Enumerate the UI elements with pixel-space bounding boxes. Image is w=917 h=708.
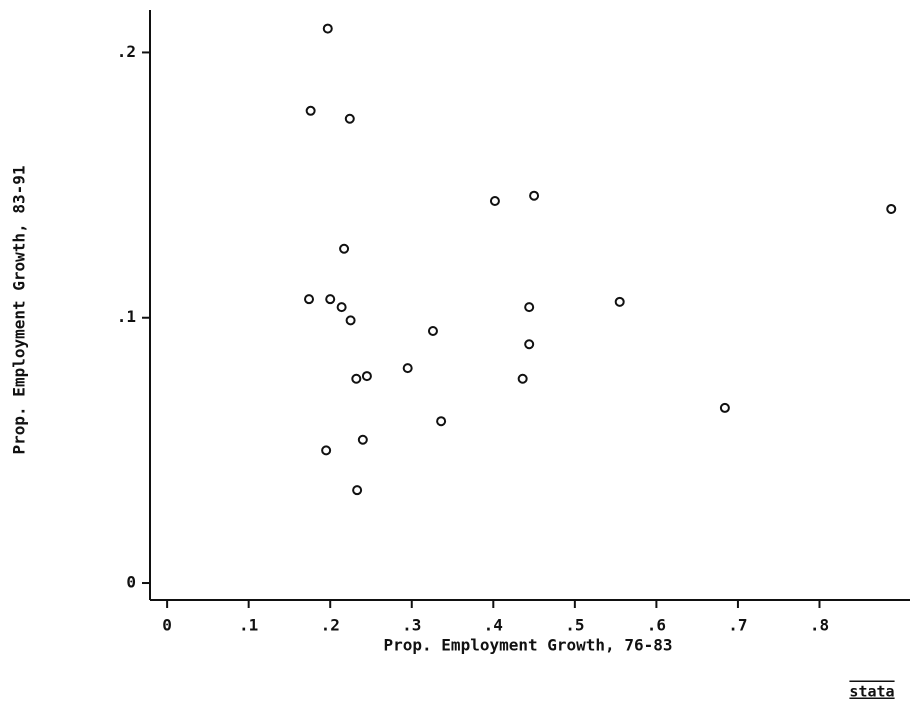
point [886, 203, 897, 214]
point [402, 363, 413, 374]
point [345, 315, 356, 326]
x-tick-label: .5 [565, 616, 584, 635]
x-tick-label: .6 [647, 616, 666, 635]
x-tick-label: .8 [810, 616, 829, 635]
point [529, 190, 540, 201]
x-tick-label: .3 [402, 616, 421, 635]
x-axis-label: Prop. Employment Growth, 76-83 [384, 636, 673, 655]
point [524, 302, 535, 313]
x-tick-label: .2 [321, 616, 340, 635]
point [352, 485, 363, 496]
x-tick-label: .4 [484, 616, 503, 635]
y-axis-label: Prop. Employment Growth, 83-91 [10, 166, 29, 455]
point [325, 294, 336, 305]
x-tick-label: .1 [239, 616, 258, 635]
x-tick-label: 0 [162, 616, 172, 635]
point [719, 402, 730, 413]
point [517, 373, 528, 384]
x-tick-label: .7 [728, 616, 747, 635]
point [357, 434, 368, 445]
y-tick-label: 0 [126, 573, 136, 592]
point [489, 196, 500, 207]
point [339, 243, 350, 254]
point [436, 416, 447, 427]
point [322, 23, 333, 34]
point [344, 113, 355, 124]
point [304, 294, 315, 305]
y-tick-label: .2 [117, 42, 136, 61]
point [361, 371, 372, 382]
point [351, 373, 362, 384]
point [427, 325, 438, 336]
logo: stata [849, 683, 894, 701]
point [305, 105, 316, 116]
point [336, 302, 347, 313]
point [524, 339, 535, 350]
point [321, 445, 332, 456]
y-tick-label: .1 [117, 307, 136, 326]
point [614, 296, 625, 307]
